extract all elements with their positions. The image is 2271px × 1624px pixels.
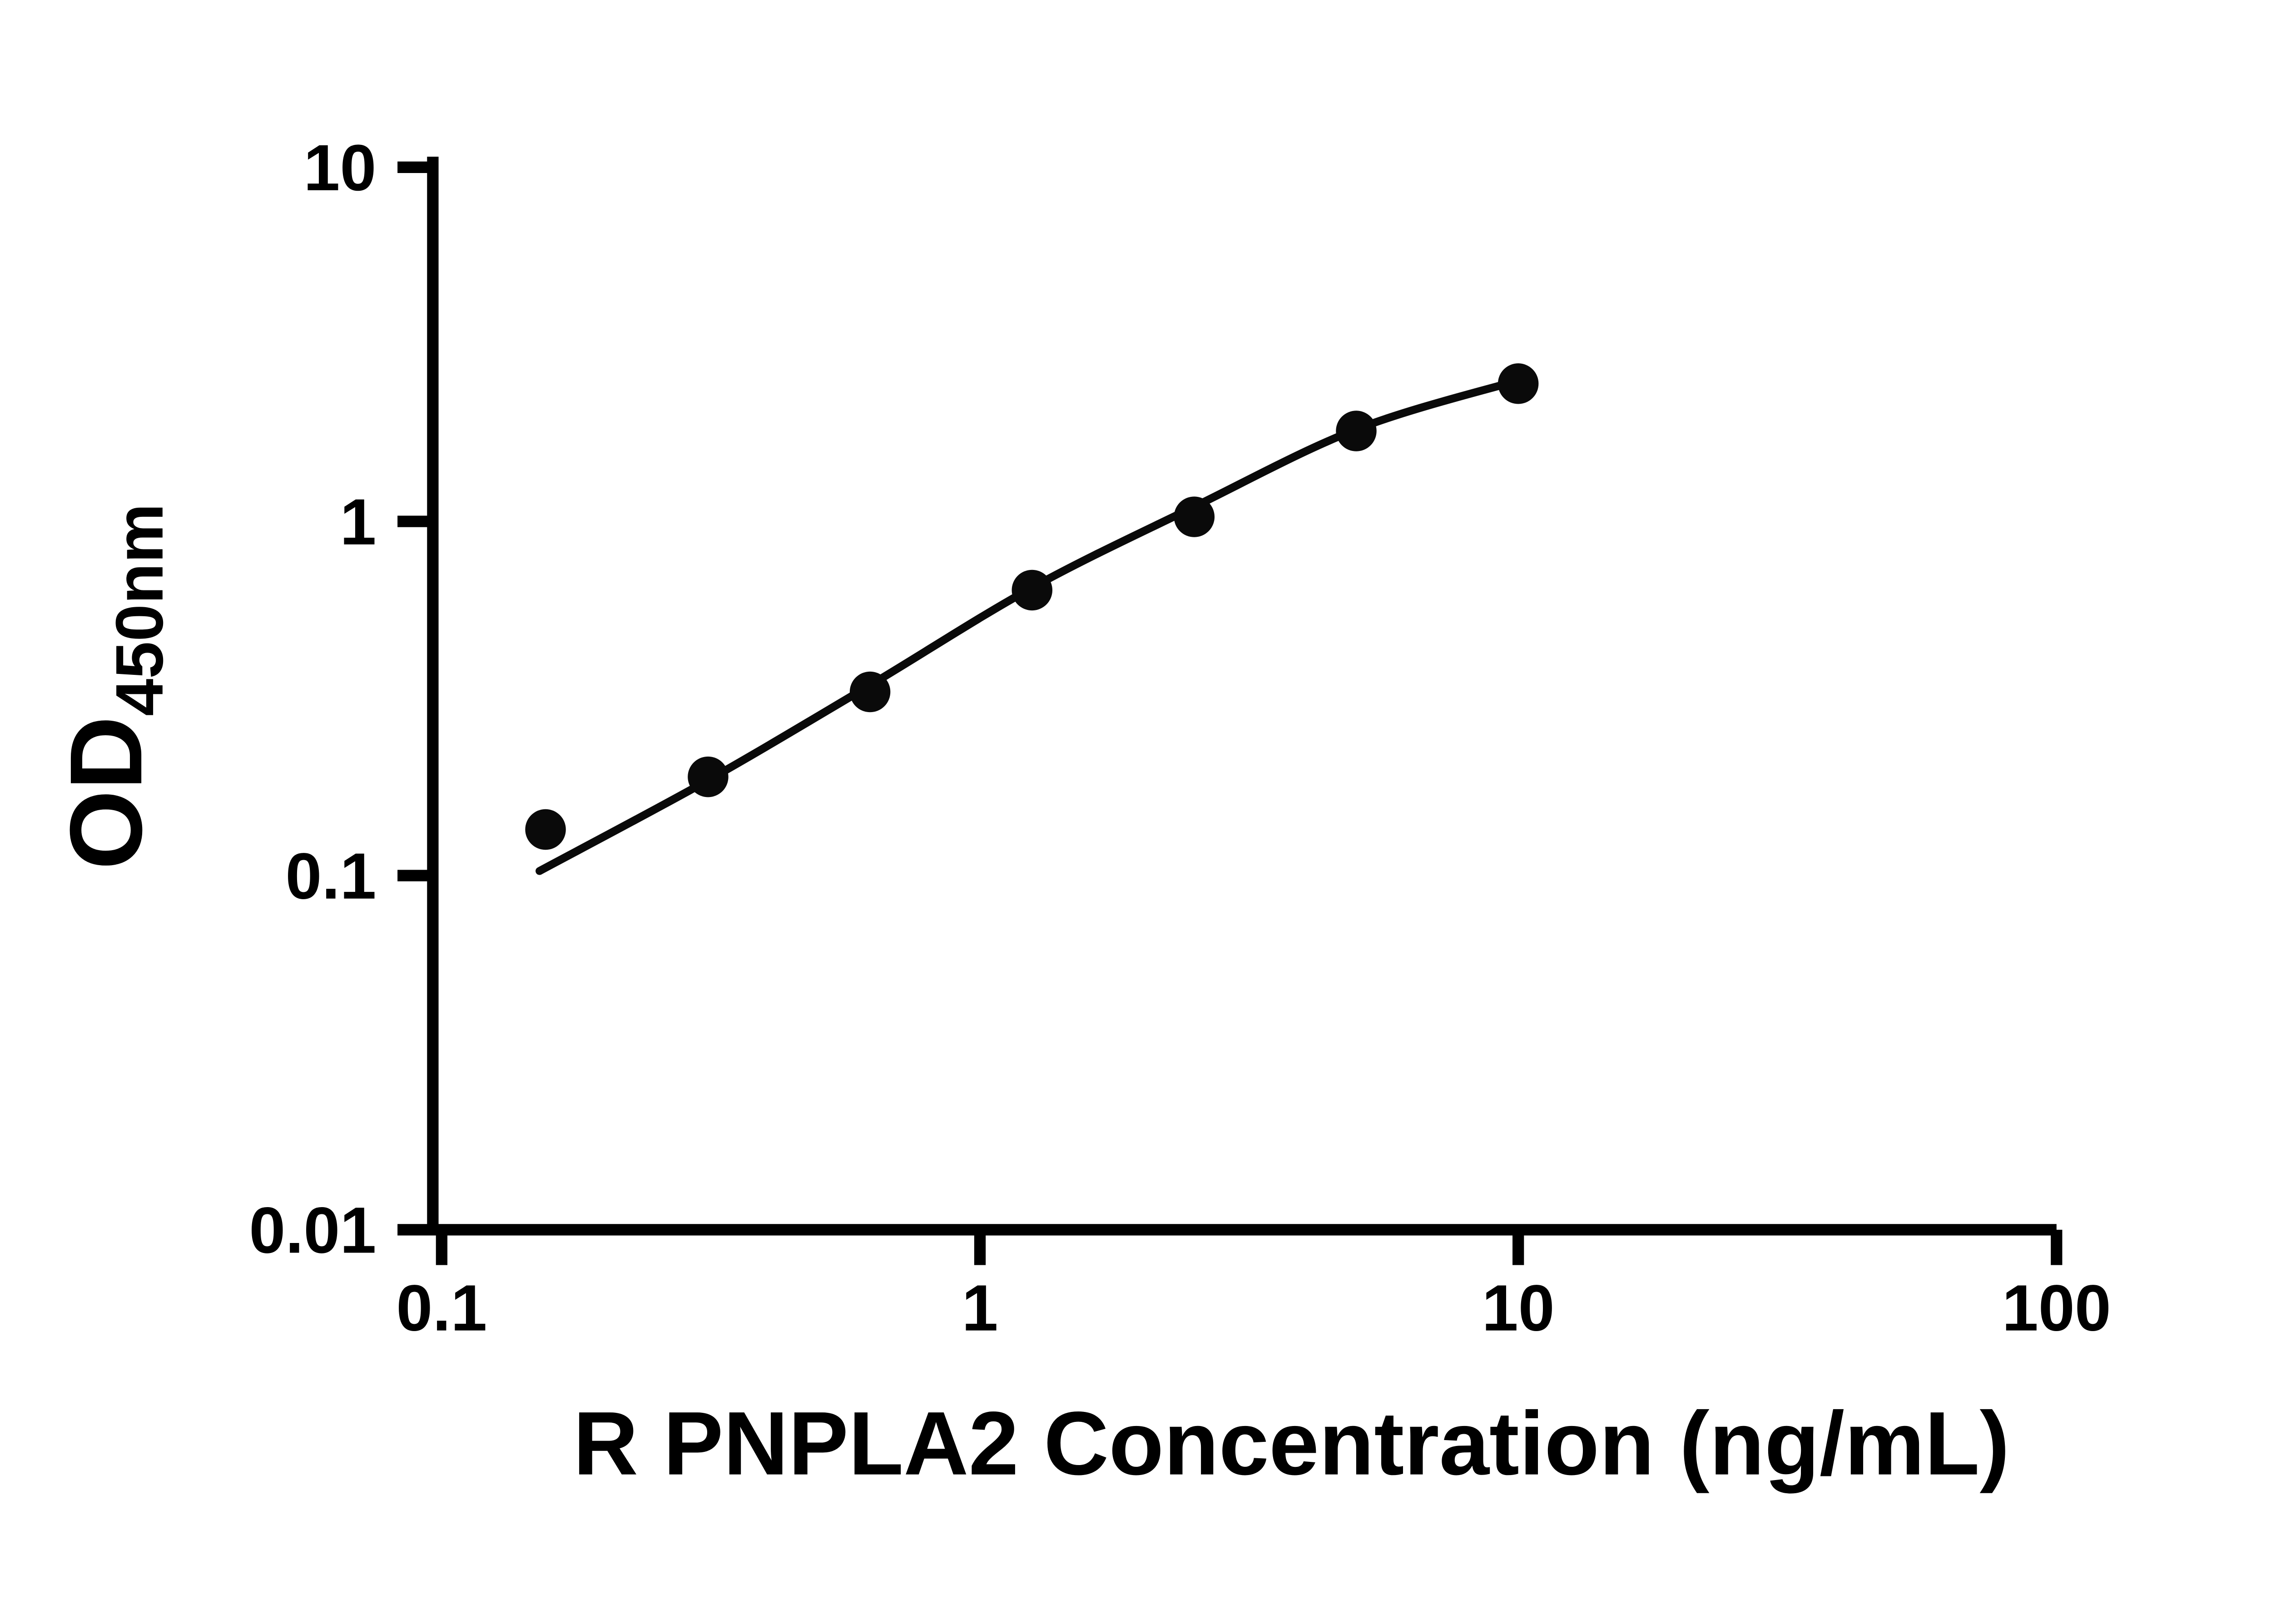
- data-point: [688, 756, 729, 797]
- y-tick-label: 10: [303, 132, 376, 204]
- y-tick-label: 0.1: [285, 840, 376, 913]
- x-tick-label: 10: [1482, 1272, 1555, 1345]
- x-axis-ticks: 0.1 1 10 100: [396, 1229, 2111, 1345]
- x-tick-label: 1: [962, 1272, 998, 1345]
- y-axis-title: OD450nm: [49, 504, 177, 870]
- x-tick-label: 100: [2002, 1272, 2111, 1345]
- x-axis-title: R PNPLA2 Concentration (ng/mL): [573, 1393, 2010, 1494]
- data-point: [1497, 363, 1539, 404]
- y-axis-title-subscript: 450nm: [102, 504, 177, 716]
- data-point: [525, 809, 566, 850]
- fit-curve: [536, 376, 1522, 875]
- data-point: [1336, 411, 1377, 451]
- data-points: [525, 363, 1539, 850]
- plot-axes: [427, 156, 2057, 1236]
- data-point: [849, 671, 891, 713]
- data-point: [1012, 569, 1052, 611]
- y-axis-title-main: OD: [49, 716, 163, 870]
- y-tick-label: 0.01: [249, 1194, 376, 1267]
- y-axis-ticks: 0.01 0.1 1 10: [249, 132, 433, 1267]
- data-point: [1174, 496, 1215, 537]
- y-tick-label: 1: [340, 486, 376, 559]
- x-tick-label: 0.1: [396, 1272, 487, 1345]
